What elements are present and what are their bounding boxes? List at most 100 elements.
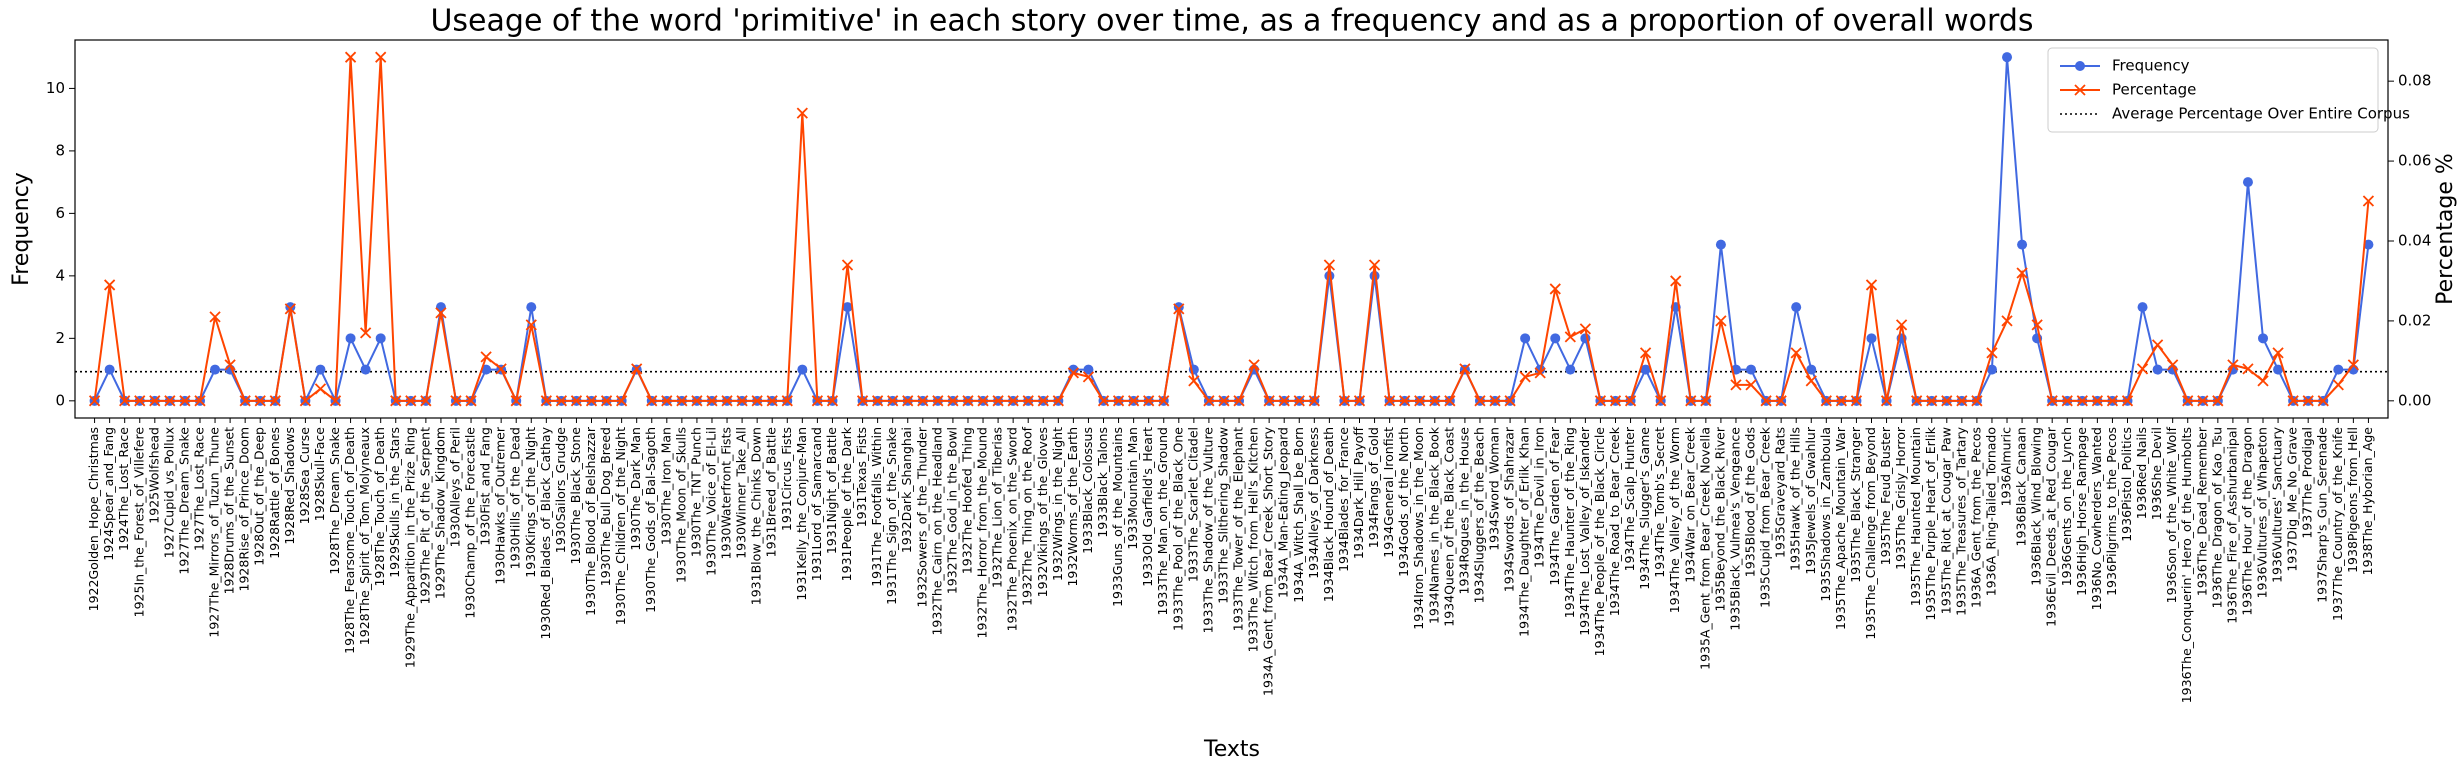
marker [1188,375,1200,387]
marker [631,363,643,375]
x-tick-label: 1928Sea_Curse [297,427,312,525]
y-tick-label: 6 [55,204,65,222]
x-tick-label: 1935The_Haunted_Mountain [1908,427,1923,606]
marker [1263,395,1275,407]
x-tick-label: 1934Fangs_of_Gold [1366,427,1381,548]
x-tick-label: 1934War_on_Bear_Creek [1682,426,1697,583]
marker [2242,363,2254,375]
marker [856,395,869,407]
x-tick-label: 1932The_Hoofed_Thing [959,427,974,574]
marker [239,395,251,407]
marker [1323,259,1336,271]
marker [2091,395,2104,407]
x-tick-label: 1934Rogues_in_the_House [1456,427,1471,595]
marker [1791,302,1802,313]
marker [1353,395,1366,407]
marker [540,395,552,407]
x-tick-label: 1935The_Feud_Buster [1878,426,1893,565]
marker [164,395,176,407]
x-tick-label: 1934Sluggers_of_the_Beach [1471,427,1486,603]
x-tick-label: 1935Cupid_from_Bear_Creek [1758,426,1773,608]
x-tick-label: 1936Evil_Deeds_at_Red_Cougar [2044,426,2059,627]
x-tick-label: 1928The_Spirit_of_Tom_Molyneaux [357,427,372,645]
marker [2152,364,2163,375]
x-tick-label: 1934Sword_Woman [1487,427,1502,551]
marker [1639,347,1652,359]
marker [1067,367,1080,379]
marker [510,395,522,407]
marker [210,364,221,375]
x-tick-label: 1930The_Black_Stone [568,427,583,565]
marker [2332,379,2344,391]
marker [1715,315,1727,327]
marker [420,395,432,407]
marker [721,395,733,407]
x-tick-label: 1934The_Tomb's_Secret [1652,427,1667,578]
marker [1158,395,1170,407]
marker [1022,395,1034,407]
x-tick-label: 1934Dark_Hill_Payoff [1351,427,1366,559]
marker [1895,319,1908,331]
x-tick-label: 1936Almuric [1999,427,2014,507]
x-tick-label: 1925Wolfshead [146,427,161,524]
x-tick-label: 1936Pilgrims_to_the_Pecos [2104,427,2119,596]
x-tick-label: 1934The_Devil_in_Iron [1532,427,1547,568]
marker [992,395,1004,407]
y-tick-label: 10 [46,79,65,97]
marker [797,364,808,375]
marker [1369,270,1380,281]
x-tick-label: 1931The_Footfalls_Within [869,427,884,587]
marker [1324,270,1335,281]
marker [134,395,146,407]
marker [1127,395,1140,407]
marker [842,302,853,313]
marker [1640,364,1651,375]
marker [450,395,462,407]
marker [2151,339,2164,351]
x-tick-label: 1934A_Gent_from_Bear_Creek_Short_Story [1261,426,1276,696]
marker [344,51,357,63]
x-tick-label: 1931People_of_the_Dark [839,426,854,581]
marker [977,395,989,407]
marker [1504,395,1516,407]
marker [2242,177,2253,188]
marker [1806,364,1817,375]
marker [1670,275,1682,287]
legend-label: Frequency [2112,57,2190,75]
x-tick-label: 1932Wings_in_the_Night [1050,427,1065,581]
x-tick-label: 1928The_Dream_Snake [327,427,342,575]
marker [149,395,161,407]
x-tick-label: 1931Blow_the_Chinks_Down [749,427,764,605]
x-tick-label: 1933Mountain_Man [1125,427,1140,550]
x-tick-label: 1927The_Dream_Snake [176,427,191,575]
x-tick-label: 1934Gods_of_the_North [1396,427,1411,577]
marker [1459,363,1471,375]
marker [104,364,115,375]
marker [1489,395,1501,407]
marker [2136,363,2149,375]
x-tick-label: 1936High_Horse_Rampage [2074,427,2089,596]
marker [1534,367,1546,379]
x-tick-label: 1935The_Treasures_of_Tartary [1953,426,1968,615]
marker [329,395,342,407]
x-tick-label: 1936Vultures_of_Whapeton [2255,427,2270,598]
x-tick-label: 1934The_Daughter_of_Erlik_Khan [1517,427,1532,637]
x-tick-label: 1930The_Children_of_the_Night [613,427,628,625]
x-tick-label: 1933The_Man_on_the_Ground [1155,427,1170,616]
x-tick-label: 1928The_Touch_of_Death [372,427,387,587]
x-tick-label: 1922Golden_Hope_Christmas [86,427,101,611]
marker [676,395,688,407]
x-tick-label: 1931The_Sign_of_the_Snake [884,427,899,605]
marker [299,395,312,407]
marker [224,359,236,371]
y-tick-label: 8 [55,141,65,159]
x-tick-label: 1936The_Hour_of_the_Dragon [2239,427,2254,616]
marker [871,395,884,407]
marker [526,302,537,313]
x-tick-label: 1934Iron_Shadows_in_the_Moon [1411,427,1426,630]
x-tick-label: 1934The_Slugger's_Game [1637,427,1652,590]
marker [2363,239,2374,250]
marker [1850,395,1863,407]
marker [359,327,372,339]
